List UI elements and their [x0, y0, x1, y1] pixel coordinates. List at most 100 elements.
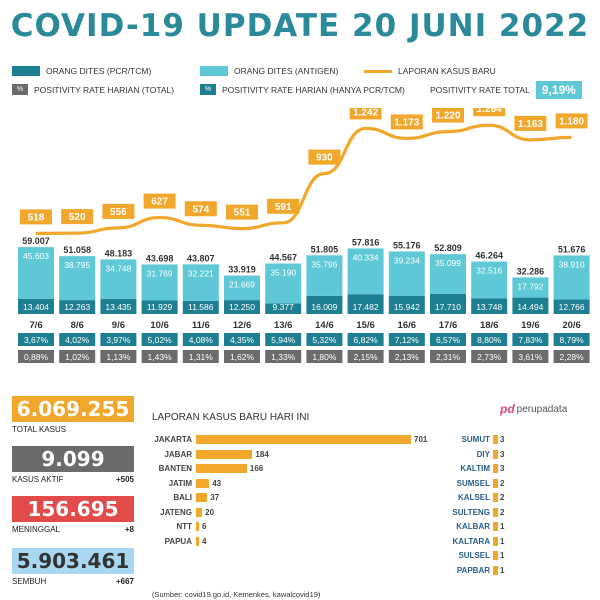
bar-total-label: 43.807: [187, 253, 215, 263]
positivity-total-box: [512, 350, 549, 363]
kasus-baru-label: 627: [151, 197, 168, 208]
day-label: 16/6: [398, 320, 417, 331]
kasus-baru-label-box: [308, 149, 341, 165]
kasus-baru-label-box: [184, 201, 217, 217]
region-bar: [493, 493, 498, 502]
positivity-pcr-box: [18, 333, 54, 346]
day-label: 14/6: [315, 320, 334, 331]
region-bar: [493, 536, 498, 546]
positivity-pcr-label: 5,02%: [148, 335, 173, 345]
positivity-pcr-box: [182, 333, 219, 346]
bar-antigen-label: 45.603: [23, 251, 49, 261]
bar-total-label: 33.919: [228, 265, 256, 275]
bar-pcr-label: 12.263: [64, 302, 90, 312]
day-label: 15/6: [356, 320, 375, 331]
region-value: 37: [210, 493, 220, 502]
bottom-section: 6.069.255 TOTAL KASUS 9.099 KASUS AKTIF +…: [0, 388, 600, 600]
positivity-total-box: [59, 350, 96, 363]
bar-pcr-label: 14.494: [517, 302, 543, 312]
positivity-total-label: 2,13%: [395, 352, 420, 362]
positivity-pcr-label: 3,67%: [24, 335, 49, 345]
positivity-total-box: [430, 350, 466, 363]
bar-antigen-label: 32.221: [188, 268, 214, 278]
legend-pcr-swatch: [12, 66, 40, 76]
bar-antigen: [553, 255, 590, 300]
region-value: 1: [500, 565, 505, 575]
kasus-aktif-value: 9.099: [12, 446, 134, 472]
positivity-total-label: 1,43%: [148, 352, 173, 362]
kasus-baru-label: 1.220: [435, 111, 460, 122]
brand-logo-icon: pd: [500, 402, 515, 416]
day-label: 7/6: [29, 320, 42, 331]
positivity-total-label: 1,80%: [312, 352, 337, 362]
positivity-pcr-box: [512, 333, 549, 346]
bar-antigen: [100, 259, 137, 299]
region-name: PAPUA: [164, 536, 192, 546]
positivity-total-label: 1,62%: [230, 352, 255, 362]
region-name: SUMSEL: [456, 478, 490, 488]
region-name: JAKARTA: [154, 435, 192, 444]
kasus-baru-label-box: [555, 113, 588, 129]
region-row: NTT 6: [140, 521, 206, 532]
region-bar: [493, 449, 498, 459]
region-value: 3: [500, 449, 505, 459]
bar-antigen: [512, 277, 549, 298]
bar-pcr-label: 17.710: [435, 302, 461, 312]
positivity-total-label: 2,28%: [560, 352, 585, 362]
bar-total-label: 48.183: [105, 248, 133, 258]
legend-antigen-label: ORANG DITES (ANTIGEN): [234, 66, 339, 76]
bar-antigen: [388, 251, 425, 296]
kasus-aktif-delta: +505: [115, 475, 134, 484]
positivity-pcr-box: [265, 333, 302, 346]
positivity-total-label: 2,31%: [436, 352, 461, 362]
positivity-total-label: 0,88%: [24, 352, 49, 362]
positivity-total-box: [141, 350, 178, 363]
positivity-pcr-box: [430, 333, 466, 346]
day-label: 13/6: [274, 320, 293, 331]
bar-antigen: [182, 264, 219, 301]
positivity-total-box: [182, 350, 219, 363]
bar-antigen-label: 40.334: [353, 252, 379, 262]
stat-meninggal: 156.695 MENINGGAL +8: [12, 496, 134, 534]
kasus-baru-label: 520: [69, 212, 86, 223]
bar-antigen: [430, 254, 466, 294]
positivity-total-box: [306, 350, 343, 363]
region-bar: [493, 464, 498, 473]
positivity-pcr-box: [100, 333, 137, 346]
region-row: PAPUA 4: [140, 536, 206, 547]
kasus-baru-label-box: [432, 108, 464, 123]
region-value: 1: [500, 522, 505, 531]
bar-pcr: [141, 300, 178, 314]
bar-antigen-label: 21.669: [229, 280, 255, 290]
region-value: 6: [202, 522, 207, 531]
region-name: SULTENG: [452, 507, 490, 517]
day-label: 8/6: [71, 320, 84, 331]
region-bar: [493, 478, 498, 488]
bar-total-label: 52.809: [434, 243, 462, 253]
region-value: 2: [500, 478, 505, 488]
positivity-total-label: 1,31%: [189, 352, 214, 362]
positivity-total-box: [224, 350, 260, 363]
region-value: 2: [500, 493, 505, 502]
bar-total-label: 55.176: [393, 240, 421, 250]
region-row: BALI 37: [140, 492, 219, 503]
total-kasus-value: 6.069.255: [12, 396, 134, 422]
page-title: COVID-19 UPDATE 20 JUNI 2022: [10, 8, 590, 44]
day-label: 20/6: [562, 320, 581, 331]
region-row: SULSEL 1: [430, 550, 504, 561]
region-row: SUMUT 3: [430, 434, 504, 445]
positivity-total-label: 2,73%: [477, 352, 502, 362]
legend-pr-total-swatch: %: [12, 84, 28, 95]
bar-antigen: [471, 261, 508, 299]
sembuh-value: 5.903.461: [12, 548, 134, 574]
region-name: JATIM: [168, 478, 192, 488]
region-name: SULSEL: [458, 551, 490, 560]
region-name: PAPBAR: [456, 565, 490, 575]
bar-antigen: [306, 255, 343, 296]
positivity-pcr-label: 6,82%: [354, 335, 379, 345]
positivity-total-label: 1,13%: [106, 352, 131, 362]
bar-antigen-label: 35.796: [311, 259, 337, 269]
region-bar: [493, 551, 498, 560]
bar-antigen-label: 31.769: [147, 268, 173, 278]
positivity-pcr-label: 4,08%: [189, 335, 214, 345]
